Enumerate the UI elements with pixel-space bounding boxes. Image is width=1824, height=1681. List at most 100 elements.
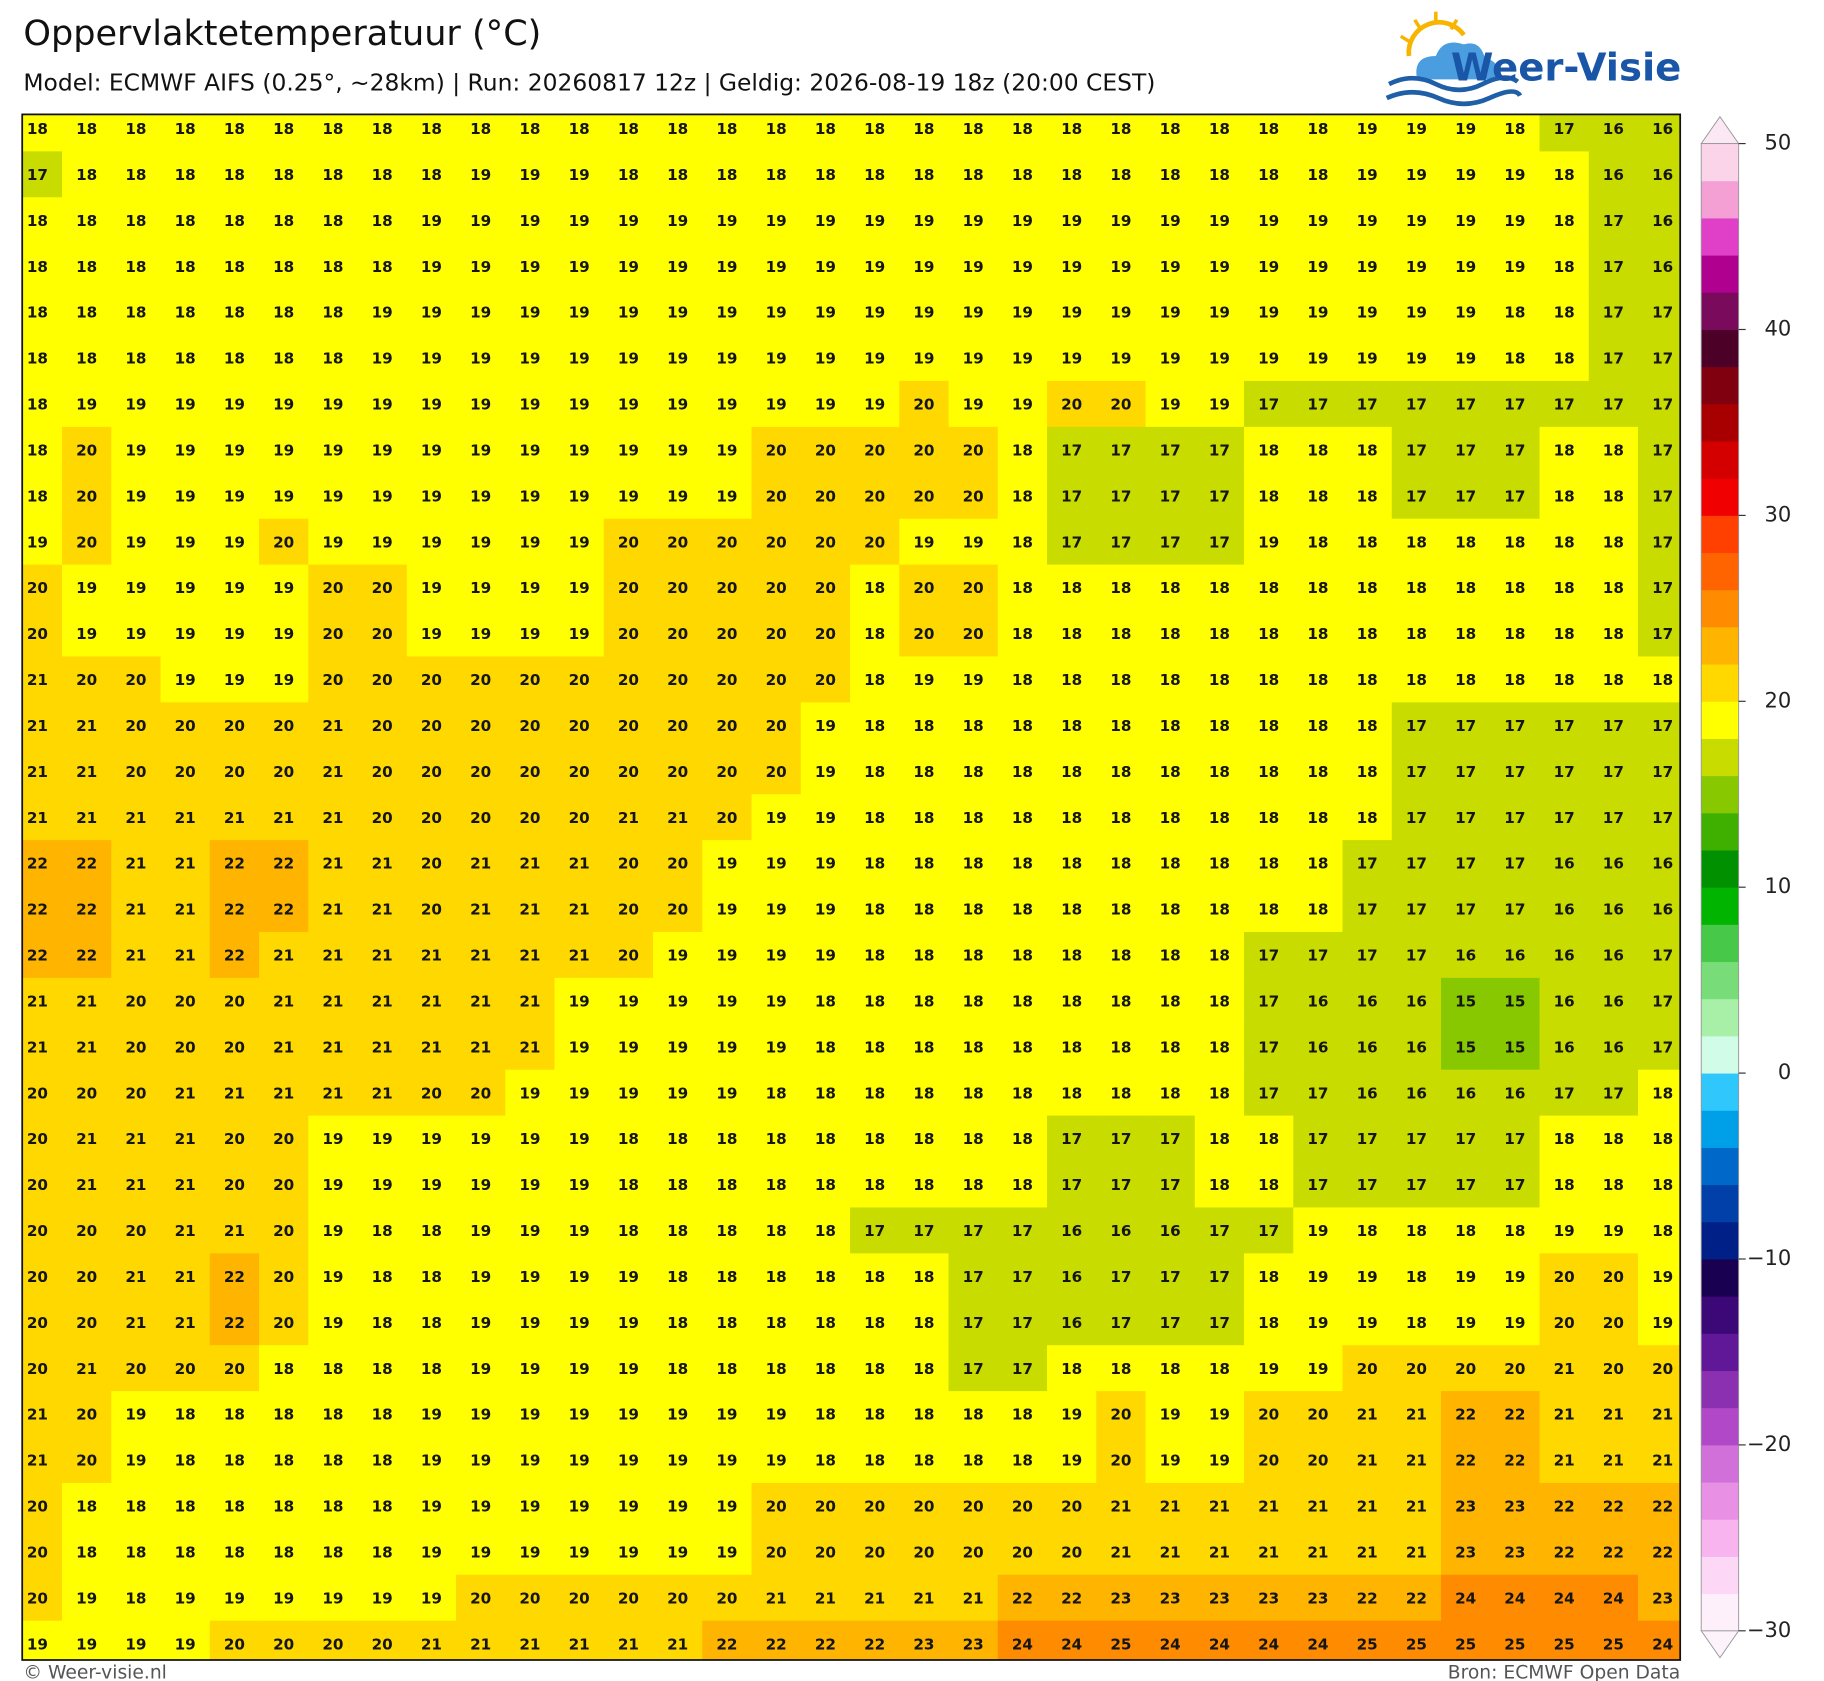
temperature-label: 19 [27, 1635, 48, 1653]
temperature-label: 18 [76, 258, 97, 276]
temperature-label: 17 [1652, 809, 1673, 827]
temperature-label: 19 [1406, 120, 1427, 138]
temperature-cell [1441, 151, 1491, 198]
temperature-label: 21 [1357, 1406, 1378, 1424]
temperature-label: 17 [1603, 350, 1624, 368]
temperature-label: 18 [1406, 579, 1427, 597]
temperature-label: 18 [125, 258, 146, 276]
temperature-label: 21 [1307, 1498, 1328, 1516]
temperature-cell [997, 151, 1048, 198]
temperature-label: 20 [618, 1589, 639, 1607]
temperature-label: 21 [667, 1635, 688, 1653]
temperature-label: 19 [125, 579, 146, 597]
temperature-cell [1342, 151, 1393, 198]
temperature-label: 18 [1554, 579, 1575, 597]
temperature-cell [111, 656, 162, 704]
temperature-label: 16 [1652, 855, 1673, 873]
temperature-label: 19 [519, 1406, 540, 1424]
temperature-label: 20 [273, 1314, 294, 1332]
temperature-label: 18 [1209, 166, 1230, 184]
temperature-label: 19 [913, 304, 934, 322]
temperature-cell [1342, 564, 1393, 612]
temperature-label: 19 [1504, 166, 1525, 184]
temperature-label: 18 [1258, 487, 1279, 505]
temperature-label: 20 [716, 671, 737, 689]
temperature-label: 16 [1652, 258, 1673, 276]
temperature-cell [948, 518, 999, 566]
temperature-label: 20 [864, 441, 885, 459]
colorbar-tick-label: −20 [1747, 1431, 1791, 1456]
temperature-cell [1244, 518, 1294, 566]
temperature-label: 19 [667, 441, 688, 459]
temperature-cell [948, 426, 999, 474]
temperature-label: 20 [667, 1589, 688, 1607]
temperature-label: 18 [667, 1222, 688, 1240]
temperature-label: 20 [815, 671, 836, 689]
temperature-cell [259, 702, 309, 749]
temperature-label: 17 [1652, 396, 1673, 414]
temperature-cell [653, 564, 703, 612]
temperature-label: 17 [963, 1268, 984, 1286]
temperature-cell [997, 518, 1048, 566]
temperature-label: 19 [372, 1589, 393, 1607]
temperature-label: 19 [1554, 1222, 1575, 1240]
temperature-label: 19 [27, 533, 48, 551]
temperature-label: 18 [1012, 1406, 1033, 1424]
temperature-label: 18 [1160, 809, 1181, 827]
temperature-cell [62, 289, 112, 336]
temperature-label: 19 [519, 350, 540, 368]
temperature-label: 18 [766, 1176, 787, 1194]
temperature-cell [1441, 197, 1491, 244]
temperature-label: 18 [224, 1498, 245, 1516]
temperature-cell [554, 197, 605, 244]
temperature-label: 17 [1110, 1314, 1131, 1332]
temperature-label: 21 [569, 947, 590, 965]
temperature-label: 19 [569, 1084, 590, 1102]
temperature-label: 19 [1455, 1268, 1476, 1286]
temperature-label: 18 [1504, 120, 1525, 138]
temperature-label: 21 [175, 1130, 196, 1148]
temperature-label: 24 [1061, 1635, 1082, 1653]
temperature-label: 16 [1307, 992, 1328, 1010]
temperature-label: 18 [1110, 809, 1131, 827]
temperature-label: 20 [716, 625, 737, 643]
temperature-cell [603, 243, 654, 290]
temperature-cell [259, 289, 309, 336]
temperature-label: 21 [322, 992, 343, 1010]
temperature-cell [1096, 289, 1147, 336]
temperature-label: 25 [1406, 1635, 1427, 1653]
temperature-label: 18 [372, 1222, 393, 1240]
temperature-label: 19 [470, 1360, 491, 1378]
temperature-label: 18 [1652, 1084, 1673, 1102]
temperature-label: 21 [470, 1635, 491, 1653]
temperature-label: 19 [963, 350, 984, 368]
temperature-label: 18 [766, 120, 787, 138]
temperature-label: 20 [27, 1176, 48, 1194]
temperature-label: 18 [618, 120, 639, 138]
temperature-cell [1244, 197, 1294, 244]
temperature-cell [948, 564, 999, 612]
temperature-cell [1096, 335, 1147, 382]
temperature-cell [209, 289, 260, 336]
temperature-label: 17 [1603, 396, 1624, 414]
temperature-label: 21 [175, 1084, 196, 1102]
temperature-cell [653, 472, 703, 520]
temperature-label: 21 [618, 1635, 639, 1653]
temperature-label: 18 [815, 992, 836, 1010]
temperature-cell [209, 472, 260, 520]
temperature-label: 19 [1357, 350, 1378, 368]
temperature-label: 18 [1012, 1038, 1033, 1056]
temperature-label: 18 [1012, 625, 1033, 643]
temperature-label: 18 [815, 1130, 836, 1148]
temperature-label: 19 [421, 258, 442, 276]
temperature-label: 23 [1209, 1589, 1230, 1607]
temperature-label: 20 [815, 579, 836, 597]
temperature-label: 19 [1160, 1406, 1181, 1424]
temperature-cell [603, 335, 654, 382]
temperature-cell [702, 151, 753, 198]
temperature-label: 19 [372, 1130, 393, 1148]
temperature-label: 20 [224, 763, 245, 781]
temperature-label: 21 [125, 1314, 146, 1332]
temperature-label: 18 [1554, 1130, 1575, 1148]
temperature-cell [997, 114, 1048, 153]
